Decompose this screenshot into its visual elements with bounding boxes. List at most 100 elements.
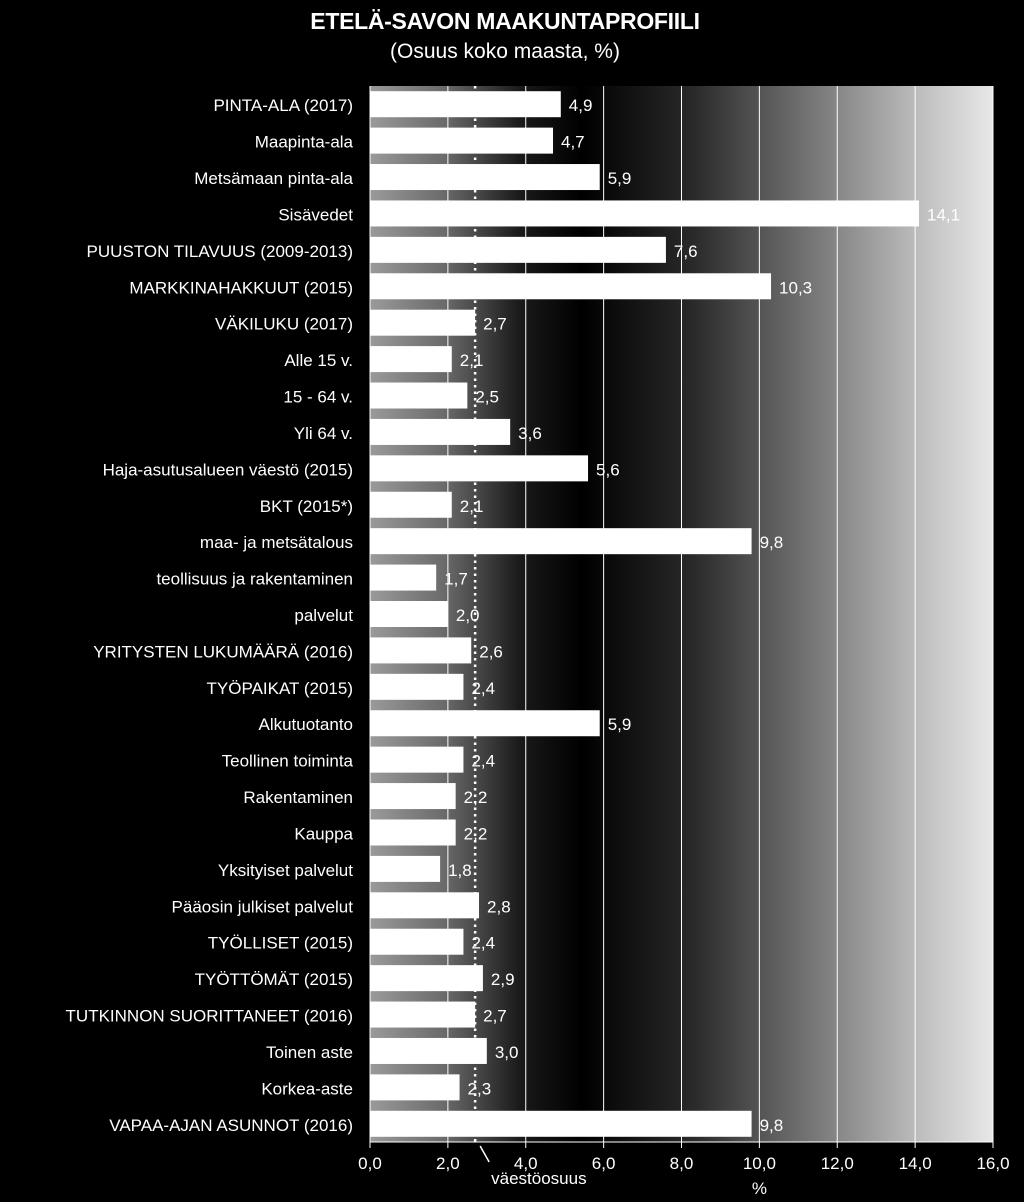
category-label: palvelut — [294, 606, 353, 625]
value-label: 4,7 — [561, 133, 585, 152]
value-label: 2,8 — [487, 897, 511, 916]
x-tick-label: 14,0 — [899, 1154, 932, 1173]
x-tick-label: 8,0 — [670, 1154, 694, 1173]
value-label: 9,8 — [760, 533, 784, 552]
category-label: maa- ja metsätalous — [200, 533, 353, 552]
x-tick-label: 2,0 — [436, 1154, 460, 1173]
category-label: Alkutuotanto — [258, 715, 353, 734]
bar — [370, 746, 464, 773]
bar — [370, 200, 920, 227]
category-label: Maapinta-ala — [255, 133, 354, 152]
value-label: 3,6 — [518, 424, 542, 443]
category-label: TYÖLLISET (2015) — [208, 934, 353, 953]
bar — [370, 819, 456, 846]
category-label: YRITYSTEN LUKUMÄÄRÄ (2016) — [93, 642, 353, 661]
category-label: Rakentaminen — [243, 788, 353, 807]
value-label: 2,2 — [464, 824, 488, 843]
category-label: 15 - 64 v. — [283, 388, 353, 407]
reference-label: väestöosuus — [491, 1169, 586, 1188]
category-label: Alle 15 v. — [284, 351, 353, 370]
category-label: Yli 64 v. — [294, 424, 353, 443]
category-label: Sisävedet — [278, 205, 353, 224]
bar — [370, 928, 464, 955]
value-label: 2,1 — [460, 497, 484, 516]
bar — [370, 309, 476, 336]
value-label: 2,0 — [456, 606, 480, 625]
category-label: Toinen aste — [266, 1043, 353, 1062]
category-label: teollisuus ja rakentaminen — [156, 570, 353, 589]
bar — [370, 91, 561, 118]
category-label: BKT (2015*) — [260, 497, 353, 516]
chart-title: ETELÄ-SAVON MAAKUNTAPROFIILI — [310, 8, 700, 34]
bar — [370, 491, 452, 518]
x-tick-label: 12,0 — [821, 1154, 854, 1173]
category-label: Korkea-aste — [261, 1079, 353, 1098]
reference-line: väestöosuus — [473, 86, 587, 1188]
value-label: 10,3 — [779, 278, 812, 297]
bar — [370, 236, 666, 263]
category-label: TYÖPAIKAT (2015) — [207, 679, 353, 698]
category-label: Yksityiset palvelut — [218, 861, 353, 880]
value-label: 2,7 — [483, 1007, 507, 1026]
bar — [370, 382, 468, 409]
value-label: 5,9 — [608, 169, 632, 188]
x-tick-label: 6,0 — [592, 1154, 616, 1173]
category-label: Teollinen toiminta — [222, 752, 354, 771]
chart-subtitle: (Osuus koko maasta, %) — [390, 40, 620, 63]
bar — [370, 601, 448, 627]
bar — [370, 564, 437, 591]
bar — [370, 127, 554, 154]
value-label: 2,4 — [471, 679, 495, 698]
category-label: Metsämaan pinta-ala — [194, 169, 353, 188]
value-label: 5,9 — [608, 715, 632, 734]
value-label: 2,5 — [475, 388, 499, 407]
category-label: PUUSTON TILAVUUS (2009-2013) — [87, 242, 353, 261]
bar — [370, 273, 772, 300]
value-label: 2,6 — [479, 642, 503, 661]
reference-pointer — [479, 1145, 490, 1163]
category-label: Kauppa — [294, 824, 353, 843]
bar — [370, 710, 600, 737]
value-label: 9,8 — [760, 1116, 784, 1135]
x-axis-label: % — [752, 1179, 767, 1198]
value-label: 2,7 — [483, 315, 507, 334]
value-label: 2,1 — [460, 351, 484, 370]
x-tick-label: 10,0 — [743, 1154, 776, 1173]
bar — [370, 783, 456, 810]
value-label: 1,7 — [444, 570, 468, 589]
value-label: 2,9 — [491, 970, 515, 989]
x-tick-label: 0,0 — [358, 1154, 382, 1173]
bar — [370, 892, 480, 919]
x-axis: 0,0 2,0 4,0 6,0 8,0 10,0 12,0 14,0 16,0% — [358, 86, 1010, 1198]
bar — [370, 965, 483, 992]
value-label: 1,8 — [448, 861, 472, 880]
value-label: 4,9 — [569, 96, 593, 115]
value-label: 14,1 — [927, 205, 960, 224]
value-label: 2,3 — [468, 1079, 492, 1098]
category-label: TYÖTTÖMÄT (2015) — [195, 970, 353, 989]
category-label: VAPAA-AJAN ASUNNOT (2016) — [109, 1116, 353, 1135]
bar — [370, 528, 752, 555]
bar — [370, 673, 464, 700]
value-label: 3,0 — [495, 1043, 519, 1062]
category-labels: PINTA-ALA (2017) Maapinta-ala Metsämaan pi… — [66, 96, 354, 1135]
bar — [370, 855, 441, 882]
category-label: VÄKILUKU (2017) — [215, 315, 353, 334]
bar — [370, 1037, 487, 1064]
value-label: 2,4 — [471, 934, 495, 953]
value-label: 5,6 — [596, 460, 620, 479]
value-labels: 4,9 4,7 5,9 14,1 7,6 10,3 2,7 2,1 2,5 3,6 5,6 2,1 9,… — [444, 96, 960, 1135]
category-label: TUTKINNON SUORITTANEET (2016) — [66, 1007, 353, 1026]
bar — [370, 1074, 460, 1101]
bar — [370, 346, 452, 373]
value-label: 2,2 — [464, 788, 488, 807]
bar — [370, 637, 472, 664]
category-label: PINTA-ALA (2017) — [213, 96, 353, 115]
value-label: 7,6 — [674, 242, 698, 261]
bar — [370, 418, 511, 445]
bar — [370, 455, 589, 482]
bars — [370, 91, 920, 1137]
x-tick-label: 4,0 — [514, 1154, 538, 1173]
category-label: Pääosin julkiset palvelut — [172, 897, 354, 916]
